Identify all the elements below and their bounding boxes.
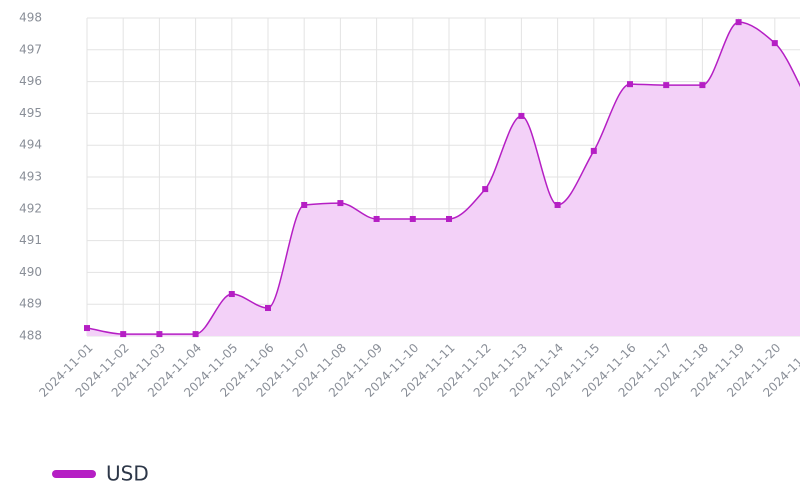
y-tick-label: 493 — [19, 170, 42, 184]
line — [86, 21, 800, 335]
y-tick-label: 488 — [19, 329, 42, 343]
point — [409, 215, 416, 222]
y-tick-label: 498 — [19, 11, 42, 25]
point — [301, 201, 308, 208]
legend-label: USD — [106, 462, 149, 486]
point — [373, 215, 380, 222]
point — [518, 112, 525, 119]
point — [627, 81, 633, 88]
point — [554, 201, 561, 208]
point — [120, 331, 127, 338]
y-tick-label: 491 — [19, 233, 42, 247]
y-tick-label: 490 — [19, 265, 42, 279]
point — [337, 200, 344, 207]
point — [735, 19, 742, 26]
y-tick-label: 497 — [19, 42, 42, 56]
point — [84, 325, 90, 332]
point — [771, 40, 778, 47]
point — [699, 82, 706, 89]
point — [156, 331, 163, 338]
point — [446, 215, 452, 222]
y-tick-label: 492 — [19, 201, 42, 215]
y-tick-label: 496 — [19, 74, 42, 88]
y-tick-label: 494 — [19, 138, 42, 152]
point — [482, 186, 489, 193]
y-tick-label: 495 — [19, 106, 42, 120]
point — [192, 331, 199, 338]
point — [228, 291, 235, 298]
point — [663, 82, 670, 89]
point — [265, 305, 271, 312]
point — [590, 147, 597, 154]
area — [87, 22, 800, 336]
y-tick-label: 489 — [19, 297, 42, 311]
